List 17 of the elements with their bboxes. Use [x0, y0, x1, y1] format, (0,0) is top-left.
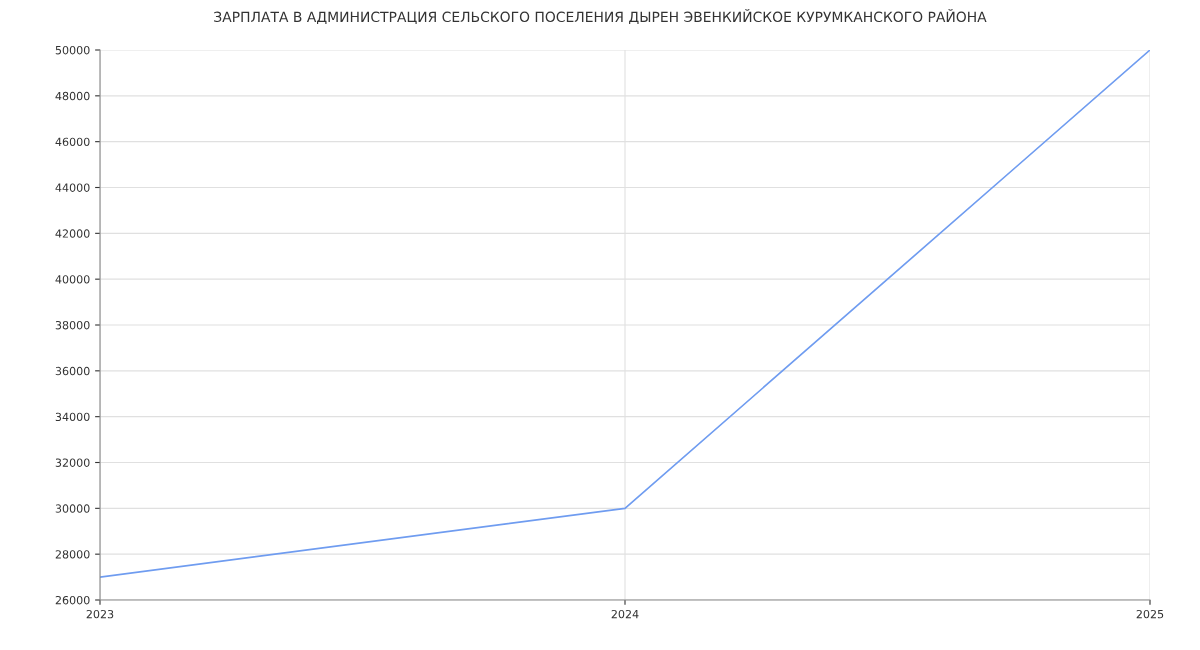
y-tick-label: 28000 [55, 550, 90, 559]
x-tick-label: 2023 [86, 609, 114, 619]
y-tick-label: 38000 [55, 320, 90, 330]
y-tick-label: 26000 [55, 595, 90, 605]
y-tick-label: 40000 [55, 275, 90, 284]
x-tick-label: 2025 [1136, 609, 1164, 619]
y-tick-label: 46000 [55, 137, 90, 147]
y-tick-label: 44000 [55, 183, 90, 192]
y-tick-label: 42000 [55, 229, 90, 238]
y-tick-label: 32000 [55, 458, 90, 467]
y-tick-label: 36000 [55, 366, 90, 376]
chart-title: ЗАРПЛАТА В АДМИНИСТРАЦИЯ СЕЛЬСКОГО ПОСЕЛЕНИЯ ДЫРЕН ЭВЕНКИЙСКОЕ КУРУМКАНСКОГО РАЙОНА [214, 9, 987, 25]
y-tick-label: 48000 [55, 91, 90, 101]
x-tick-label: 2024 [611, 609, 639, 619]
y-tick-label: 50000 [55, 45, 90, 55]
y-tick-label: 30000 [55, 504, 90, 513]
y-tick-label: 34000 [55, 412, 90, 422]
